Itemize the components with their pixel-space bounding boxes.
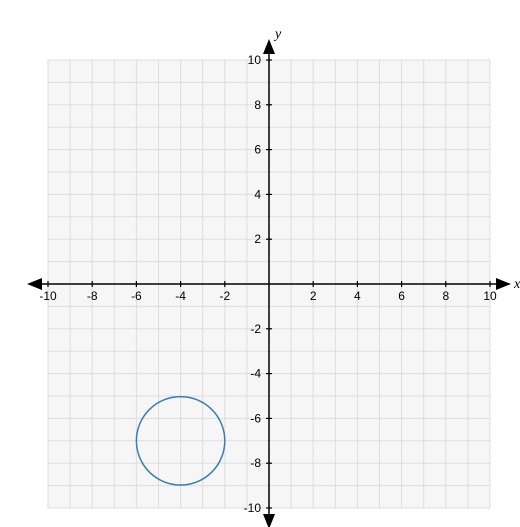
x-tick-label: -4 — [175, 289, 186, 303]
coordinate-plane-chart: -10 -8 -6 -4 -2 2 4 6 8 10 -10 -8 -6 -4 -2 2 4 6 8 10 x y — [0, 0, 520, 527]
y-tick-label: -6 — [250, 411, 261, 425]
x-tick-label: 4 — [354, 289, 361, 303]
y-tick-label: -2 — [250, 322, 261, 336]
x-tick-label: 6 — [398, 289, 405, 303]
x-tick-label: -6 — [131, 289, 142, 303]
x-tick-label: -10 — [39, 289, 57, 303]
x-tick-label: 10 — [483, 289, 497, 303]
x-tick-label: 8 — [442, 289, 449, 303]
y-tick-label: 8 — [254, 98, 261, 112]
y-tick-label: -8 — [250, 456, 261, 470]
x-tick-label: -8 — [87, 289, 98, 303]
y-tick-label: 2 — [254, 232, 261, 246]
y-tick-label: -10 — [244, 501, 262, 515]
y-tick-label: -4 — [250, 367, 261, 381]
y-tick-label: 4 — [254, 187, 261, 201]
y-tick-label: 10 — [248, 53, 262, 67]
y-axis-label: y — [273, 27, 282, 42]
x-tick-label: 2 — [310, 289, 317, 303]
x-axis-label: x — [513, 277, 520, 292]
x-tick-label: -2 — [219, 289, 230, 303]
y-tick-label: 6 — [254, 143, 261, 157]
plot-svg: -10 -8 -6 -4 -2 2 4 6 8 10 -10 -8 -6 -4 -2 2 4 6 8 10 x y — [0, 0, 520, 527]
